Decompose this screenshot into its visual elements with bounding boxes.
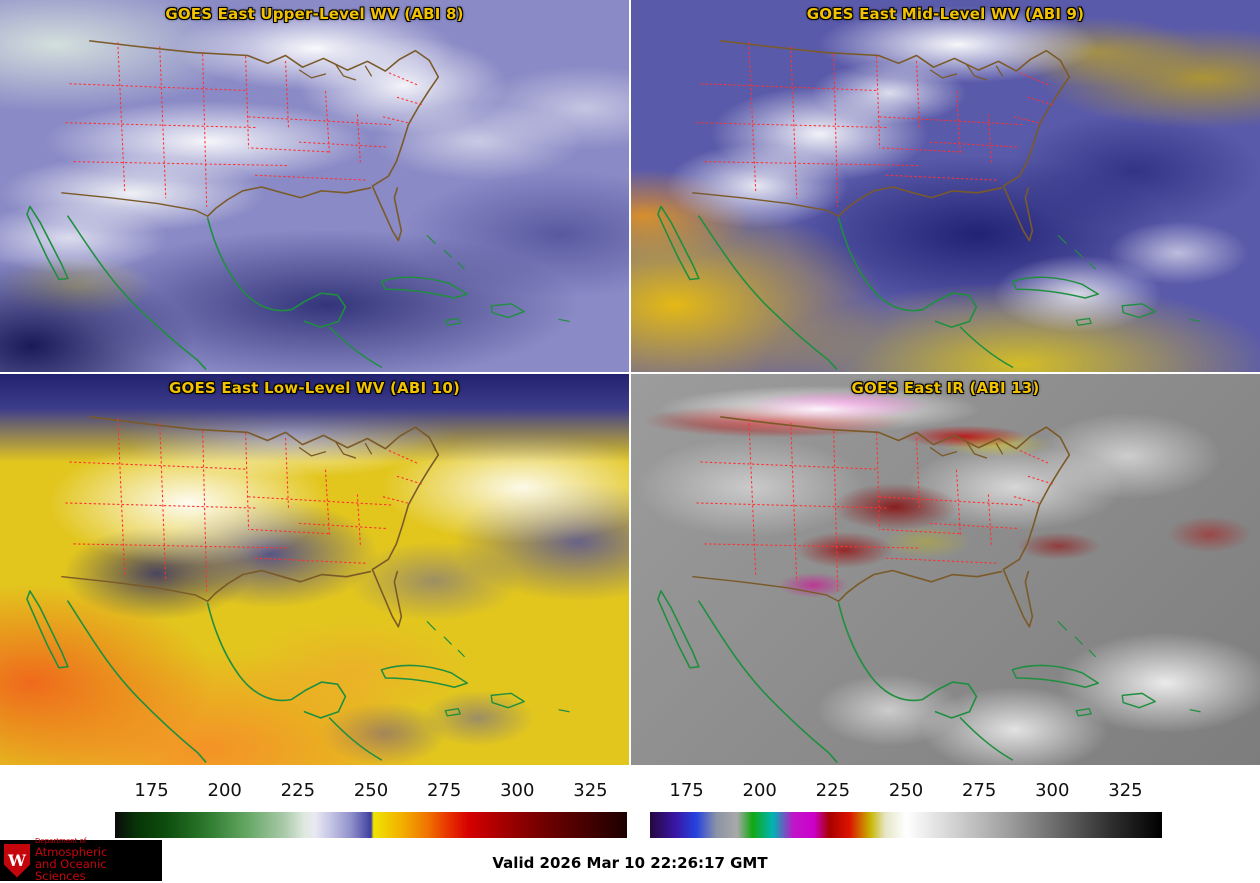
colorbar-tick: 200 — [742, 780, 777, 801]
map-overlay — [657, 416, 1201, 763]
map-overlay — [26, 416, 570, 763]
colorbar-wv: 175 200 225 250 275 300 325 — [115, 780, 627, 840]
logo-oceanic-line: and Oceanic Sciences — [35, 857, 107, 883]
colorbar-ir: 175 200 225 250 275 300 325 — [650, 780, 1162, 840]
panel-title-mid-level-wv: GOES East Mid-Level WV (ABI 9) — [806, 5, 1085, 23]
colorbar-tick: 325 — [1108, 780, 1143, 801]
colorbar-area: 175 200 225 250 275 300 325 175 200 225 … — [0, 780, 1260, 840]
colorbar-tick: 325 — [573, 780, 608, 801]
colorbar-ir-ticks: 175 200 225 250 275 300 325 — [650, 780, 1162, 804]
colorbar-wv-ticks: 175 200 225 250 275 300 325 — [115, 780, 627, 804]
colorbar-ir-gradient — [650, 812, 1162, 838]
colorbar-tick: 200 — [207, 780, 242, 801]
logo-dept-line: Department of — [35, 837, 87, 846]
colorbar-tick: 225 — [815, 780, 851, 801]
colorbar-tick: 225 — [280, 780, 316, 801]
colorbar-tick: 250 — [353, 780, 389, 801]
colorbar-tick: 175 — [669, 780, 704, 801]
panel-ir: GOES East IR (ABI 13) — [631, 374, 1260, 765]
footer: W Department of Atmospheric and Oceanic … — [0, 838, 1260, 883]
satellite-quad-panel: GOES East Upper-Level WV (ABI 8) GOES Ea… — [0, 0, 1260, 765]
logo-text: Department of Atmospheric and Oceanic Sc… — [35, 838, 158, 883]
colorbar-tick: 175 — [134, 780, 169, 801]
valid-time: Valid 2026 Mar 10 22:26:17 GMT — [492, 854, 768, 872]
colorbar-wv-gradient — [115, 812, 627, 838]
panel-upper-level-wv: GOES East Upper-Level WV (ABI 8) — [0, 0, 629, 372]
colorbar-tick: 300 — [500, 780, 535, 801]
colorbar-tick: 275 — [426, 780, 462, 801]
panel-title-ir: GOES East IR (ABI 13) — [851, 379, 1040, 397]
map-overlay — [657, 40, 1201, 370]
logo-atmospheric-line: Atmospheric — [35, 844, 108, 859]
panel-title-upper-level-wv: GOES East Upper-Level WV (ABI 8) — [165, 5, 464, 23]
map-overlay — [26, 40, 570, 370]
panel-low-level-wv: GOES East Low-Level WV (ABI 10) — [0, 374, 629, 765]
colorbar-tick: 250 — [888, 780, 924, 801]
colorbar-tick: 300 — [1035, 780, 1070, 801]
uw-aos-logo: W Department of Atmospheric and Oceanic … — [0, 838, 162, 883]
panel-mid-level-wv: GOES East Mid-Level WV (ABI 9) — [631, 0, 1260, 372]
colorbar-tick: 275 — [961, 780, 997, 801]
crest-letter: W — [8, 851, 26, 870]
panel-title-low-level-wv: GOES East Low-Level WV (ABI 10) — [168, 379, 461, 397]
